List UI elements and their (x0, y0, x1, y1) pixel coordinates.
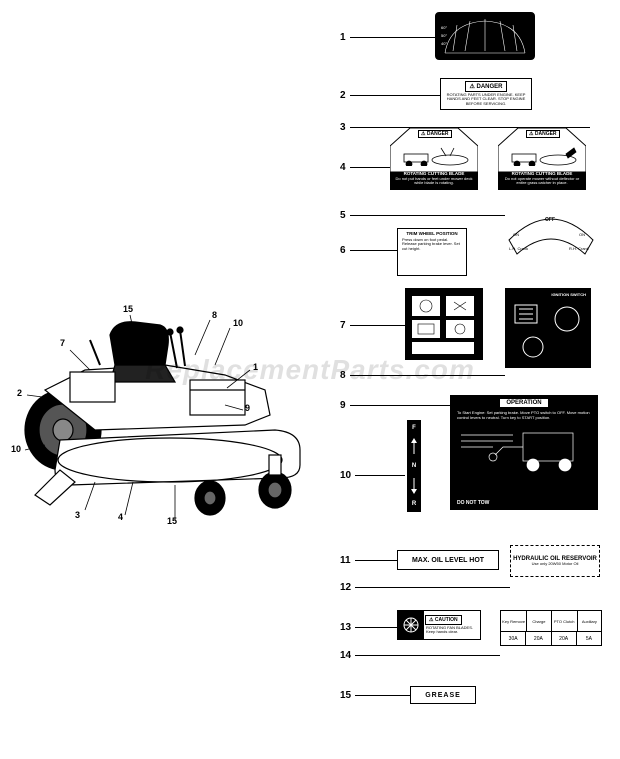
leader-5 (350, 215, 505, 216)
decal-15: GREASE (410, 686, 476, 704)
leader-15 (355, 695, 410, 696)
callout-15: 15 (340, 690, 351, 701)
svg-text:50°: 50° (441, 33, 447, 38)
decal-14: Key Remove Charge PTO Clutch Auxiliary 3… (500, 610, 602, 646)
decal-3-left-sub: Do not put hands or feet under mower dec… (392, 177, 476, 186)
d14-a0: 30A (501, 632, 526, 645)
leader-6 (350, 250, 397, 251)
decal-9-warn: DO NOT TOW (457, 500, 489, 506)
callout-7: 7 (340, 320, 346, 331)
callout-6: 6 (340, 245, 346, 256)
mower-callout-7: 7 (60, 338, 65, 348)
decal-10-n: N (412, 463, 416, 469)
d14-a2: 20A (552, 632, 577, 645)
decal-8-title: IGNITION SWITCH (551, 292, 586, 297)
callout-10: 10 (340, 470, 351, 481)
d14-a3: 5A (577, 632, 601, 645)
mower-callout-4: 4 (118, 512, 123, 522)
decal-3-right: ⚠ DANGER ROTATING CUTTING BLADE Do not o… (498, 128, 586, 190)
decal-11: MAX. OIL LEVEL HOT (397, 550, 499, 570)
decal-3-left-icon (396, 140, 472, 168)
svg-text:40°: 40° (441, 41, 447, 46)
leader-9 (350, 405, 450, 406)
d14-a1: 20A (526, 632, 551, 645)
decal-5-on-l: ON (513, 232, 519, 237)
mower-callout-15: 15 (123, 304, 133, 314)
mower-callout-3: 3 (75, 510, 80, 520)
callout-3: 3 (340, 122, 346, 133)
mower-callout-2: 2 (17, 388, 22, 398)
callout-14: 14 (340, 650, 351, 661)
decal-6-title: TRIM WHEEL POSITION (406, 231, 457, 236)
leader-1 (350, 37, 435, 38)
decal-9: OPERATION To Start Engine: Set parking b… (450, 395, 598, 510)
decal-10: F N R (407, 420, 421, 512)
decal-7 (405, 288, 483, 360)
decal-9-body: To Start Engine: Set parking brake. Move… (454, 407, 594, 423)
decal-13: ⚠ CAUTION ROTATING FAN BLADES. Keep hand… (397, 610, 481, 640)
callout-8: 8 (340, 370, 346, 381)
leader-12 (355, 587, 510, 588)
leader-8 (350, 375, 505, 376)
callout-2: 2 (340, 90, 346, 101)
leader-14 (355, 655, 500, 656)
decal-2: ⚠ DANGER ROTATING PARTS UNDER ENGINE. KE… (440, 78, 532, 110)
decal-5-lh: L.H. Crank (509, 246, 528, 251)
callout-13: 13 (340, 622, 351, 633)
decal-13-header: ⚠ CAUTION (425, 615, 462, 625)
callout-5: 5 (340, 210, 346, 221)
decal-5-off: OFF (545, 217, 555, 223)
leader-13 (355, 627, 397, 628)
decal-3-right-icon (504, 140, 580, 168)
svg-text:60°: 60° (441, 25, 447, 30)
mower-callout-1: 1 (253, 362, 258, 372)
callout-11: 11 (340, 555, 351, 566)
decal-6: TRIM WHEEL POSITION Press down on foot p… (397, 228, 467, 276)
mower-callout-10b: 10 (11, 444, 21, 454)
leader-4 (350, 167, 390, 168)
d14-c0: Key Remove (501, 611, 527, 631)
decal-3-right-sub: Do not operate mower without deflector o… (500, 177, 584, 186)
decal-6-body: Press down on foot pedal. Release parkin… (400, 238, 464, 251)
leader-7 (350, 325, 405, 326)
decal-3-right-header: ⚠ DANGER (526, 130, 560, 138)
d14-c1: Charge (527, 611, 551, 631)
decal-12-sub: Use only 20W50 Motor Oil (532, 562, 579, 566)
callout-1: 1 (340, 32, 346, 43)
mower-callout-8: 8 (212, 310, 217, 320)
mower-illustration: 15 8 10 7 1 2 9 10 3 4 15 (15, 310, 330, 520)
d14-c3: Auxiliary (578, 611, 601, 631)
decal-3-left-header: ⚠ DANGER (418, 130, 452, 138)
mower-callout-15b: 15 (167, 516, 177, 526)
leader-10 (355, 475, 405, 476)
decal-9-title: OPERATION (500, 399, 547, 407)
decal-5: OFF ON ON L.H. Crank R.H. Crank (505, 210, 597, 260)
d14-c2: PTO Clutch (552, 611, 578, 631)
callout-9: 9 (340, 400, 346, 411)
decal-10-f: F (412, 425, 416, 431)
mower-callout-9: 9 (245, 403, 250, 413)
decal-2-header: ⚠ DANGER (465, 81, 506, 92)
decal-13-body: ROTATING FAN BLADES. Keep hands clear. (425, 625, 479, 636)
decal-10-r: R (412, 501, 416, 507)
decal-8: IGNITION SWITCH (505, 288, 591, 368)
callout-12: 12 (340, 582, 351, 593)
decal-5-rh: R.H. Crank (569, 246, 589, 251)
leader-11 (355, 560, 397, 561)
leader-2 (350, 95, 440, 96)
decal-5-on-r: ON (579, 232, 585, 237)
mower-callout-10: 10 (233, 318, 243, 328)
callout-4: 4 (340, 162, 346, 173)
decal-3-left: ⚠ DANGER ROTATING CUTTING BLADE Do not p… (390, 128, 478, 190)
decal-12: HYDRAULIC OIL RESERVOIR Use only 20W50 M… (510, 545, 600, 577)
decal-2-body: ROTATING PARTS UNDER ENGINE. KEEP HANDS … (441, 92, 531, 107)
decal-1: 60° 50° 40° (435, 12, 535, 60)
